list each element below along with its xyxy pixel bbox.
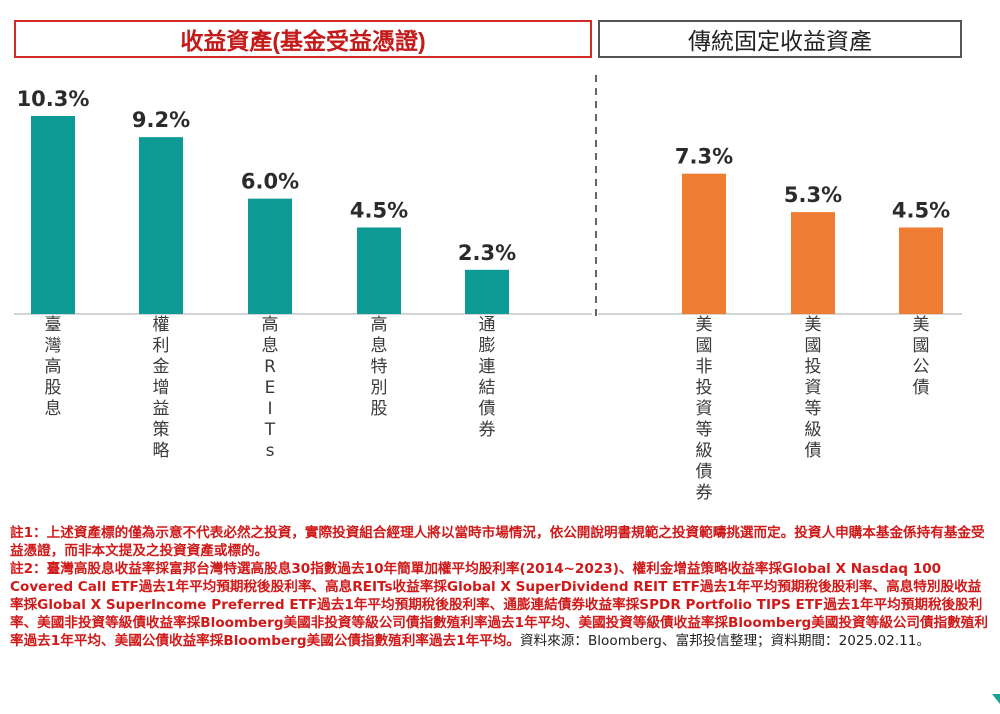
yield-bar-chart: 10.3% 9.2% 6.0% 4.5% 2.3% 7.3% 5.3% 4.5% 臺灣高股息 權… <box>14 75 962 503</box>
bar-1-1 <box>791 212 835 314</box>
category-label-0-1: 權利金增益策略 <box>153 315 170 461</box>
value-label-0-0: 10.3% <box>17 87 90 111</box>
bar-0-0 <box>31 116 75 314</box>
value-label-1-1: 5.3% <box>784 183 842 207</box>
footnote-1: 註1：上述資產標的僅為示意不代表必然之投資，實際投資組合經理人將以當時市場情況，… <box>10 525 985 559</box>
bar-0-2 <box>248 198 292 314</box>
category-label-1-1: 美國投資等級債 <box>805 315 822 461</box>
value-label-0-2: 6.0% <box>241 170 299 194</box>
value-label-0-3: 4.5% <box>350 198 408 222</box>
bar-0-3 <box>357 227 401 314</box>
category-label-1-0: 美國非投資等級債券 <box>696 315 713 503</box>
value-label-1-2: 4.5% <box>892 198 950 222</box>
data-source: 資料來源：Bloomberg、富邦投信整理；資料期間：2025.02.11。 <box>519 633 931 649</box>
bar-0-1 <box>139 137 183 314</box>
fixed-income-assets-header: 傳統固定收益資產 <box>598 20 962 58</box>
category-label-1-2: 美國公債 <box>913 315 930 398</box>
value-labels-layer: 10.3% 9.2% 6.0% 4.5% 2.3% 7.3% 5.3% 4.5% <box>17 87 951 265</box>
corner-decoration <box>992 694 1000 704</box>
bars-layer <box>31 116 943 314</box>
income-assets-header: 收益資產(基金受益憑證) <box>14 20 592 58</box>
value-label-1-0: 7.3% <box>675 145 733 169</box>
footnote-2: 註2：臺灣高股息收益率採富邦台灣特選高股息30指數過去10年簡單加權平均股利率(… <box>10 561 988 649</box>
bar-1-2 <box>899 227 943 314</box>
category-label-0-3: 高息特別股 <box>371 315 388 419</box>
category-label-0-0: 臺灣高股息 <box>45 315 62 419</box>
value-label-0-1: 9.2% <box>132 108 190 132</box>
category-label-0-4: 通膨連結債券 <box>479 315 496 440</box>
value-label-0-4: 2.3% <box>458 241 516 265</box>
bar-1-0 <box>682 173 726 314</box>
footnotes: 註1：上述資產標的僅為示意不代表必然之投資，實際投資組合經理人將以當時市場情況，… <box>10 524 990 650</box>
bar-0-4 <box>465 269 509 314</box>
